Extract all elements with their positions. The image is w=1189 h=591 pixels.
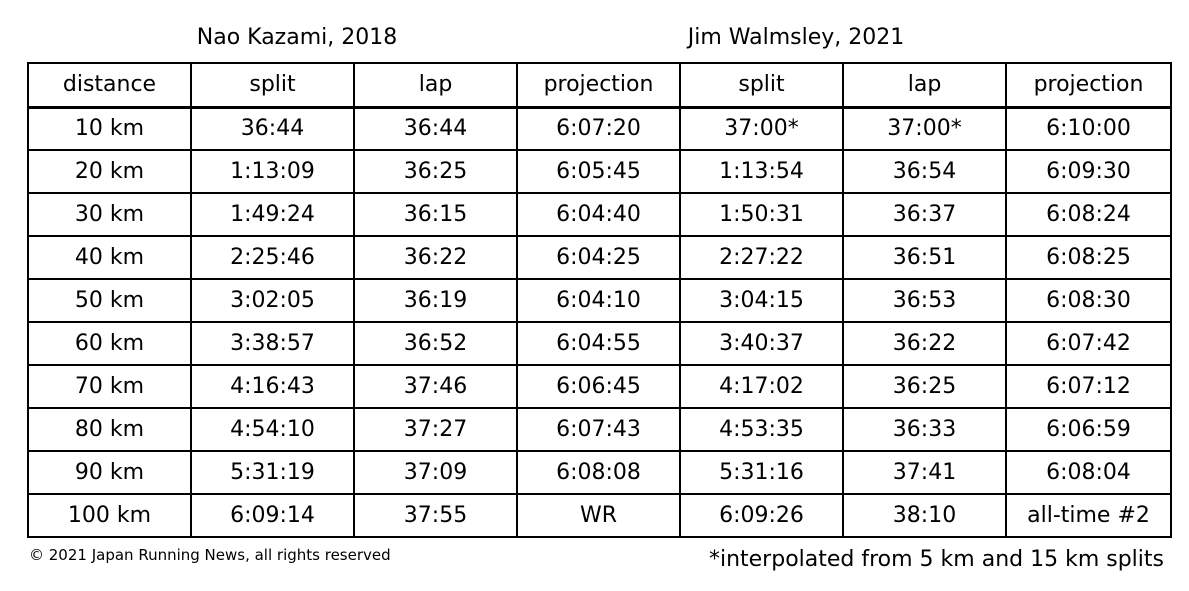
cell-kazami-lap: 37:46 — [353, 364, 518, 409]
cell-walmsley-lap: 36:22 — [842, 321, 1007, 366]
cell-walmsley-lap: 36:33 — [842, 407, 1007, 452]
cell-walmsley-split: 5:31:16 — [679, 450, 844, 495]
cell-walmsley-split: 2:27:22 — [679, 235, 844, 280]
cell-kazami-projection: WR — [516, 493, 681, 538]
column-header-walmsley-projection: projection — [1005, 62, 1172, 109]
cell-walmsley-lap: 38:10 — [842, 493, 1007, 538]
table-header-row: distance split lap projection split lap … — [27, 62, 1172, 109]
cell-distance: 30 km — [27, 192, 192, 237]
cell-distance: 40 km — [27, 235, 192, 280]
cell-kazami-split: 4:54:10 — [190, 407, 355, 452]
cell-walmsley-split: 1:13:54 — [679, 149, 844, 194]
cell-kazami-lap: 36:22 — [353, 235, 518, 280]
cell-kazami-lap: 36:52 — [353, 321, 518, 366]
table-row: 30 km 1:49:24 36:15 6:04:40 1:50:31 36:37 6:08… — [27, 192, 1172, 237]
table-row: 50 km 3:02:05 36:19 6:04:10 3:04:15 36:53 6:08… — [27, 278, 1172, 323]
column-header-distance: distance — [27, 62, 192, 109]
cell-kazami-split: 2:25:46 — [190, 235, 355, 280]
cell-kazami-lap: 37:55 — [353, 493, 518, 538]
cell-walmsley-projection: 6:08:24 — [1005, 192, 1172, 237]
table-row: 80 km 4:54:10 37:27 6:07:43 4:53:35 36:33 6:06… — [27, 407, 1172, 452]
cell-walmsley-lap: 36:37 — [842, 192, 1007, 237]
runner-name-kazami: Nao Kazami, 2018 — [196, 25, 398, 50]
column-header-kazami-split: split — [190, 62, 355, 109]
cell-kazami-projection: 6:04:40 — [516, 192, 681, 237]
cell-walmsley-lap: 36:54 — [842, 149, 1007, 194]
cell-walmsley-projection: 6:08:04 — [1005, 450, 1172, 495]
cell-distance: 70 km — [27, 364, 192, 409]
cell-distance: 90 km — [27, 450, 192, 495]
table-row: 100 km 6:09:14 37:55 WR 6:09:26 38:10 all-time… — [27, 493, 1172, 538]
cell-kazami-split: 6:09:14 — [190, 493, 355, 538]
cell-walmsley-lap: 36:51 — [842, 235, 1007, 280]
interpolation-footnote: *interpolated from 5 km and 15 km splits — [708, 547, 1164, 572]
cell-walmsley-split: 6:09:26 — [679, 493, 844, 538]
table-row: 90 km 5:31:19 37:09 6:08:08 5:31:16 37:41 6:08… — [27, 450, 1172, 495]
cell-kazami-projection: 6:04:55 — [516, 321, 681, 366]
cell-kazami-split: 4:16:43 — [190, 364, 355, 409]
column-header-walmsley-lap: lap — [842, 62, 1007, 109]
column-header-kazami-projection: projection — [516, 62, 681, 109]
column-header-kazami-lap: lap — [353, 62, 518, 109]
cell-distance: 50 km — [27, 278, 192, 323]
cell-kazami-projection: 6:05:45 — [516, 149, 681, 194]
cell-kazami-lap: 36:25 — [353, 149, 518, 194]
cell-kazami-projection: 6:08:08 — [516, 450, 681, 495]
cell-kazami-projection: 6:07:43 — [516, 407, 681, 452]
cell-walmsley-lap: 37:41 — [842, 450, 1007, 495]
cell-walmsley-lap: 36:53 — [842, 278, 1007, 323]
table-row: 20 km 1:13:09 36:25 6:05:45 1:13:54 36:54 6:09… — [27, 149, 1172, 194]
cell-walmsley-projection: 6:07:12 — [1005, 364, 1172, 409]
cell-walmsley-projection: 6:08:25 — [1005, 235, 1172, 280]
cell-kazami-projection: 6:07:20 — [516, 106, 681, 151]
runner-name-walmsley: Jim Walmsley, 2021 — [687, 25, 905, 50]
cell-kazami-lap: 37:27 — [353, 407, 518, 452]
copyright-notice: © 2021 Japan Running News, all rights re… — [29, 546, 391, 564]
cell-kazami-split: 1:49:24 — [190, 192, 355, 237]
cell-walmsley-lap: 37:00* — [842, 106, 1007, 151]
cell-walmsley-split: 3:04:15 — [679, 278, 844, 323]
cell-distance: 80 km — [27, 407, 192, 452]
cell-walmsley-split: 37:00* — [679, 106, 844, 151]
cell-walmsley-projection: all-time #2 — [1005, 493, 1172, 538]
cell-kazami-split: 5:31:19 — [190, 450, 355, 495]
cell-walmsley-projection: 6:06:59 — [1005, 407, 1172, 452]
table-row: 10 km 36:44 36:44 6:07:20 37:00* 37:00* 6:10:0… — [27, 106, 1172, 151]
cell-walmsley-split: 4:17:02 — [679, 364, 844, 409]
cell-walmsley-projection: 6:09:30 — [1005, 149, 1172, 194]
cell-walmsley-projection: 6:07:42 — [1005, 321, 1172, 366]
cell-kazami-split: 1:13:09 — [190, 149, 355, 194]
cell-kazami-lap: 36:44 — [353, 106, 518, 151]
column-header-walmsley-split: split — [679, 62, 844, 109]
cell-kazami-lap: 36:15 — [353, 192, 518, 237]
cell-distance: 100 km — [27, 493, 192, 538]
cell-kazami-split: 3:38:57 — [190, 321, 355, 366]
cell-walmsley-projection: 6:10:00 — [1005, 106, 1172, 151]
cell-kazami-projection: 6:04:25 — [516, 235, 681, 280]
cell-walmsley-split: 3:40:37 — [679, 321, 844, 366]
table-row: 60 km 3:38:57 36:52 6:04:55 3:40:37 36:22 6:07… — [27, 321, 1172, 366]
table-row: 70 km 4:16:43 37:46 6:06:45 4:17:02 36:25 6:07… — [27, 364, 1172, 409]
table-row: 40 km 2:25:46 36:22 6:04:25 2:27:22 36:51 6:08… — [27, 235, 1172, 280]
cell-distance: 60 km — [27, 321, 192, 366]
cell-kazami-projection: 6:06:45 — [516, 364, 681, 409]
cell-kazami-split: 36:44 — [190, 106, 355, 151]
cell-kazami-split: 3:02:05 — [190, 278, 355, 323]
cell-kazami-projection: 6:04:10 — [516, 278, 681, 323]
cell-walmsley-lap: 36:25 — [842, 364, 1007, 409]
splits-table: distance split lap projection split lap … — [27, 62, 1172, 538]
cell-walmsley-split: 4:53:35 — [679, 407, 844, 452]
cell-walmsley-projection: 6:08:30 — [1005, 278, 1172, 323]
table-body: 10 km 36:44 36:44 6:07:20 37:00* 37:00* 6:10:0… — [27, 106, 1172, 538]
cell-distance: 20 km — [27, 149, 192, 194]
cell-kazami-lap: 37:09 — [353, 450, 518, 495]
cell-kazami-lap: 36:19 — [353, 278, 518, 323]
cell-distance: 10 km — [27, 106, 192, 151]
cell-walmsley-split: 1:50:31 — [679, 192, 844, 237]
